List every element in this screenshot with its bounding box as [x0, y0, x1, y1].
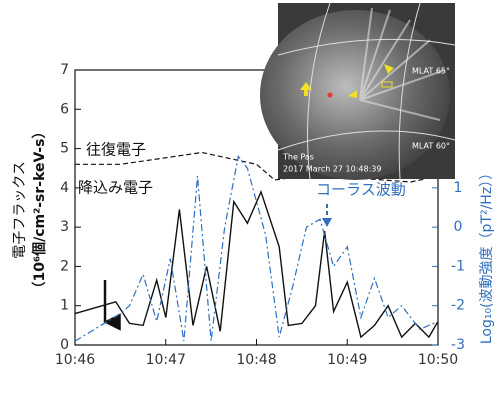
x-tick-label: 10:50 — [418, 352, 458, 368]
x-tick-label: 10:48 — [236, 352, 276, 368]
arrow-head — [322, 218, 332, 227]
inset-label: MLAT 60° — [412, 142, 450, 151]
inset-label: MLAT 65° — [412, 67, 450, 76]
annotation: 降込み電子 — [78, 179, 153, 197]
grid-curve — [277, 38, 456, 56]
grid-curve — [277, 130, 456, 151]
y-tick-label: 0 — [60, 337, 69, 353]
y-axis-label: （10⁶個/cm²-sr-keV-s） — [31, 125, 48, 296]
y-tick-label: 5 — [60, 141, 69, 157]
inset-label: 2017 March 27 10:48:39 — [283, 165, 381, 174]
x-tick-label: 10:46 — [55, 352, 95, 368]
y2-tick-label: -2 — [451, 298, 465, 314]
grid-curve — [398, 2, 421, 180]
aurora-rays — [359, 7, 446, 121]
y-axis-label: 電子フラックス — [12, 161, 28, 259]
inset-image: MLAT 65° MLAT 60° The Pas 2017 March 27 … — [260, 2, 456, 180]
series-line — [74, 154, 439, 342]
x-tick-label: 10:47 — [146, 352, 186, 368]
y-tick-label: 3 — [60, 219, 69, 235]
y-tick-label: 7 — [60, 62, 69, 78]
inset-label: The Pas — [282, 153, 314, 162]
series-line — [75, 151, 439, 183]
x-tick-label: 10:49 — [327, 352, 367, 368]
grid-curve — [307, 2, 331, 180]
y2-axis-label: Log₁₀(波動強度（pT²/Hz）） — [479, 166, 495, 344]
annotation: 往復電子 — [86, 141, 146, 159]
y2-tick-label: -3 — [451, 337, 465, 353]
annotation: コーラス波動 — [316, 181, 406, 199]
marker — [327, 92, 333, 98]
y-tick-label: 1 — [60, 298, 69, 314]
y2-tick-label: 0 — [454, 219, 463, 235]
y-tick-label: 4 — [60, 180, 69, 196]
y-tick-label: 6 — [60, 101, 69, 117]
y2-tick-label: -1 — [451, 258, 465, 274]
marker-arrows — [300, 64, 394, 101]
y2-tick-label: 1 — [454, 180, 463, 196]
y-tick-label: 2 — [60, 258, 69, 274]
series-line — [74, 189, 439, 339]
